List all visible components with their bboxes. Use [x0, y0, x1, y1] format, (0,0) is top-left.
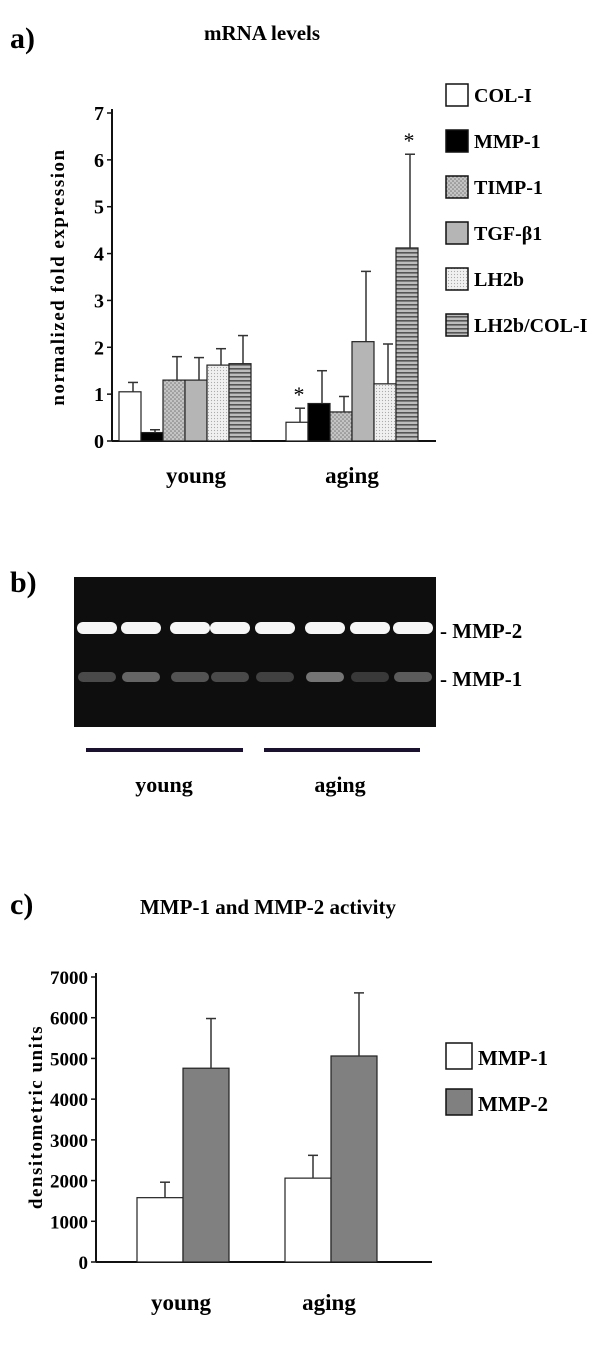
legend-swatch: [445, 1088, 473, 1116]
gel-band-mmp1: [171, 672, 209, 682]
gel-group-label-young: young: [135, 772, 192, 797]
y-tick-label: 5000: [50, 1049, 88, 1070]
significance-marker: *: [294, 382, 305, 407]
bar: [228, 363, 252, 442]
legend-label: TGF-β1: [474, 223, 542, 245]
gel-band-mmp1: [78, 672, 116, 682]
panel-b-label: b): [10, 566, 37, 599]
legend-label: LH2b: [474, 269, 524, 291]
gel-band-mmp1: [211, 672, 249, 682]
legend-label: MMP-1: [474, 131, 541, 153]
panel-a-ylabel: normalized fold expression: [48, 148, 69, 405]
y-tick-label: 2000: [50, 1172, 88, 1193]
bar: [118, 391, 142, 442]
y-tick-label: 3000: [50, 1131, 88, 1152]
legend-label: MMP-1: [478, 1046, 548, 1070]
panel-c-title: MMP-1 and MMP-2 activity: [140, 895, 397, 919]
legend-swatch: [445, 175, 469, 199]
gel-band-mmp1: [306, 672, 344, 682]
y-tick-label: 4000: [50, 1090, 88, 1111]
legend-swatch: [445, 313, 469, 337]
gel-band-mmp2: [393, 622, 433, 634]
panel-c-label: c): [10, 888, 33, 921]
x-category-label: aging: [325, 463, 379, 488]
panel-a-title: mRNA levels: [204, 21, 320, 45]
bar: [373, 383, 397, 442]
gel-band-mmp1: [256, 672, 294, 682]
y-tick-label: 6000: [50, 1009, 88, 1030]
y-tick-label: 5: [94, 197, 104, 219]
gel-band-mmp2: [255, 622, 295, 634]
gel-band-mmp2: [77, 622, 117, 634]
legend-swatch: [445, 1042, 473, 1070]
gel-band-mmp1: [351, 672, 389, 682]
bar: [329, 411, 353, 442]
gel-lanes: [77, 622, 433, 682]
bar: [330, 1055, 378, 1263]
gel-band-mmp2: [305, 622, 345, 634]
y-tick-label: 0: [79, 1253, 89, 1274]
x-category-label: aging: [302, 1290, 356, 1315]
panel-c-ylabel: densitometric units: [26, 1025, 47, 1209]
significance-marker: *: [404, 128, 415, 153]
young-group-line: [86, 748, 243, 752]
bar: [285, 421, 309, 442]
legend-swatch: [445, 267, 469, 291]
gel-band-mmp2: [350, 622, 390, 634]
band-label-mmp1: - MMP-1: [440, 667, 522, 691]
bar: [284, 1177, 332, 1263]
gel-band-mmp2: [121, 622, 161, 634]
y-tick-label: 1: [94, 384, 104, 406]
gel-band-mmp2: [210, 622, 250, 634]
legend-label: COL-I: [474, 85, 532, 107]
legend-a: COL-I MMP-1 TIMP-1 TGF-β1 LH2b LH2b/COL-I: [445, 83, 588, 337]
chart-c: 0 1000 2000 3000 4000 5000 6000 7000 young aging: [50, 968, 432, 1315]
bar: [162, 379, 186, 442]
y-tick-label: 7: [94, 103, 104, 125]
x-category-label: young: [151, 1290, 212, 1315]
y-tick-label: 1000: [50, 1212, 88, 1233]
bar: [206, 364, 230, 442]
y-tick-label: 2: [94, 337, 104, 359]
legend-swatch: [445, 83, 469, 107]
y-tick-label: 7000: [50, 968, 88, 989]
bar: [351, 341, 375, 442]
bar: [136, 1197, 184, 1263]
y-tick-label: 3: [94, 290, 104, 312]
bar: [182, 1067, 230, 1263]
gel-group-label-aging: aging: [314, 772, 365, 797]
legend-label: TIMP-1: [474, 177, 543, 199]
bar: [140, 431, 164, 442]
legend-label: LH2b/COL-I: [474, 315, 588, 337]
gel-image: [74, 577, 436, 727]
y-tick-label: 0: [94, 431, 104, 453]
y-tick-label: 4: [94, 244, 104, 266]
legend-label: MMP-2: [478, 1092, 548, 1116]
bar: [307, 402, 331, 442]
gel-band-mmp2: [170, 622, 210, 634]
panel-a-label: a): [10, 22, 35, 55]
y-tick-label: 6: [94, 150, 104, 172]
chart-a: 0 1 2 3 4 5 6 7 young * * aging: [94, 103, 436, 488]
gel-band-mmp1: [122, 672, 160, 682]
legend-swatch: [445, 129, 469, 153]
bar: [395, 247, 419, 442]
x-category-label: young: [166, 463, 227, 488]
band-label-mmp2: - MMP-2: [440, 619, 522, 643]
legend-swatch: [445, 221, 469, 245]
legend-c: MMP-1 MMP-2: [445, 1042, 548, 1116]
bar: [184, 379, 208, 442]
aging-group-line: [264, 748, 420, 752]
gel-band-mmp1: [394, 672, 432, 682]
